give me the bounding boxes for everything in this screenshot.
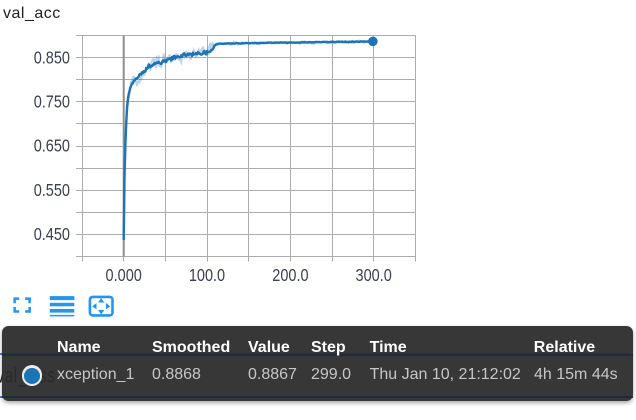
svg-text:200.0: 200.0 [272, 266, 308, 286]
svg-text:0.550: 0.550 [34, 181, 70, 201]
svg-text:100.0: 100.0 [189, 266, 225, 286]
svg-text:0.650: 0.650 [34, 136, 70, 156]
svg-text:0.000: 0.000 [106, 266, 142, 286]
svg-text:300.0: 300.0 [356, 266, 392, 286]
svg-text:0.450: 0.450 [34, 225, 70, 245]
svg-text:0.750: 0.750 [34, 92, 70, 112]
svg-text:0.850: 0.850 [34, 48, 70, 68]
